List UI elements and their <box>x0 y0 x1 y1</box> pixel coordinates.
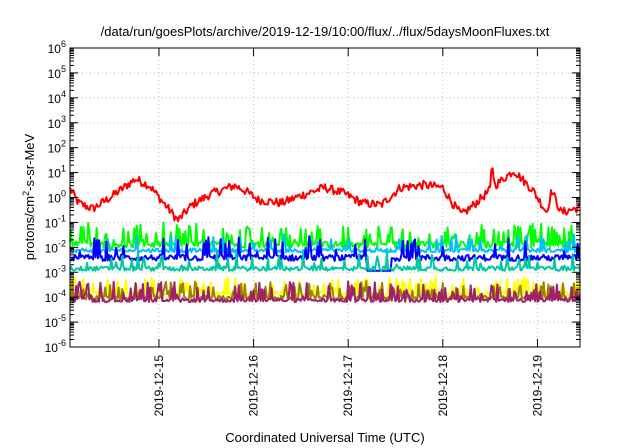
y-tick-label: 101 <box>48 164 66 181</box>
series-line-7 <box>69 280 581 301</box>
y-axis-label-sup: 2 <box>21 191 31 196</box>
y-tick-label: 106 <box>48 39 66 56</box>
y-tick-label: 10-1 <box>45 213 66 230</box>
series-line-5 <box>69 250 581 272</box>
y-tick-label: 102 <box>48 139 66 156</box>
y-tick-label: 10-2 <box>45 238 66 255</box>
x-tick-label: 2019-12-19 <box>530 355 544 417</box>
x-tick-label: 2019-12-15 <box>152 355 166 417</box>
y-tick-label: 10-5 <box>45 313 66 330</box>
y-axis-ticks: 10-6 10-5 10-4 10-3 10-2 10-1 100 101 102 103 104 1… <box>45 39 580 355</box>
chart-title: /data/run/goesPlots/archive/2019-12-19/1… <box>101 24 550 39</box>
y-tick-label: 10-4 <box>45 288 66 305</box>
y-tick-label: 104 <box>48 89 66 106</box>
y-axis-label-suffix: -s-sr-MeV <box>22 133 37 190</box>
x-tick-label: 2019-12-17 <box>341 355 355 417</box>
series-line-4 <box>69 235 581 272</box>
x-tick-label: 2019-12-16 <box>247 355 261 417</box>
y-tick-label: 10-6 <box>45 338 66 355</box>
x-tick-label: 2019-12-18 <box>436 355 450 417</box>
y-axis-label: protons/cm2-s-sr-MeV <box>21 133 37 260</box>
x-axis-label: Coordinated Universal Time (UTC) <box>225 430 424 445</box>
series-lines <box>69 167 581 304</box>
y-tick-label: 100 <box>48 189 66 206</box>
y-tick-label: 10-3 <box>45 263 66 280</box>
x-axis-ticks: 2019-12-15 2019-12-16 2019-12-17 2019-12-18… <box>152 48 544 416</box>
y-tick-label: 105 <box>48 64 66 81</box>
series-line-1 <box>69 167 581 223</box>
plot-frame <box>69 47 581 348</box>
y-tick-label: 103 <box>48 114 66 131</box>
series-line-8 <box>69 280 581 304</box>
y-axis-label-prefix: protons/cm <box>22 196 37 260</box>
